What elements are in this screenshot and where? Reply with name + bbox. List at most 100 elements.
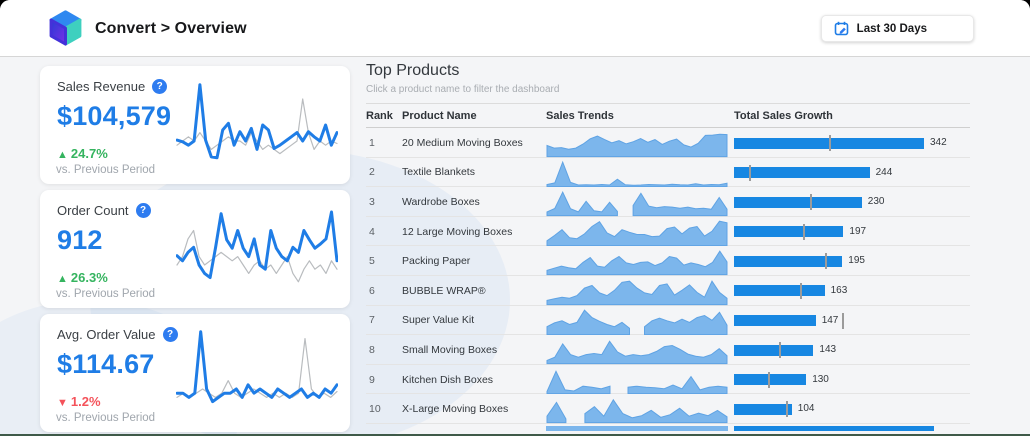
growth-value-label: 195	[848, 255, 865, 267]
partial-bar-sliver	[734, 425, 934, 431]
trend-arrow-icon: ▲	[57, 149, 68, 161]
reference-tick	[809, 194, 812, 211]
kpi-value: 912	[57, 225, 103, 255]
kpi-card-avg-order-value: Avg. Order Value ? $114.67 ▼ 1.2% vs. Pre…	[40, 314, 350, 432]
trend-arrow-icon: ▲	[57, 273, 68, 285]
panel-subtitle: Click a product name to filter the dashb…	[366, 84, 560, 95]
help-icon[interactable]: ?	[135, 203, 151, 218]
reference-tick	[785, 401, 788, 418]
kpi-sparkline-chart	[176, 330, 338, 404]
kpi-label: Sales Revenue ?	[57, 79, 168, 94]
growth-value-label: 130	[812, 373, 829, 385]
rank-cell: 8	[369, 343, 375, 356]
help-icon[interactable]: ?	[162, 327, 178, 342]
kpi-card-order-count: Order Count ? 912 ▲ 26.3% vs. Previous Pe…	[40, 190, 350, 308]
product-name-link[interactable]: Wardrobe Boxes	[402, 195, 480, 208]
growth-bar[interactable]	[734, 196, 862, 208]
column-header-rank: Rank	[366, 109, 393, 122]
rank-cell: 4	[369, 225, 375, 238]
growth-bar[interactable]	[734, 315, 816, 327]
growth-value-label: 230	[867, 196, 885, 208]
rank-cell: 2	[369, 166, 375, 179]
product-name-link[interactable]: 20 Medium Moving Boxes	[402, 136, 523, 149]
kpi-sparkline-chart	[176, 83, 338, 160]
growth-bar[interactable]	[734, 344, 814, 356]
kpi-value: $114.67	[57, 349, 155, 379]
kpi-card-sales-revenue: Sales Revenue ? $104,579 ▲ 24.7% vs. Prev…	[40, 66, 350, 184]
help-icon[interactable]: ?	[152, 79, 168, 94]
growth-value-label: 163	[830, 284, 848, 296]
growth-value-label: 244	[875, 166, 893, 178]
table-row: 10 X-Large Moving Boxes 104	[366, 394, 970, 424]
reference-tick	[749, 164, 751, 181]
trend-arrow-icon: ▼	[57, 397, 68, 409]
column-header-sales-trends: Sales Trends	[546, 109, 614, 122]
product-name-link[interactable]: Textile Blankets	[402, 166, 475, 179]
rank-cell: 9	[369, 373, 375, 386]
divider	[366, 103, 970, 104]
column-header-product-name: Product Name	[402, 109, 477, 122]
kpi-compare-label: vs. Previous Period	[56, 164, 156, 176]
sales-trend-chart	[546, 365, 734, 395]
kpi-label-text: Order Count	[57, 203, 129, 218]
date-range-label: Last 30 Days	[856, 22, 927, 35]
product-name-link[interactable]: BUBBLE WRAP®	[402, 284, 486, 297]
growth-value-label: 147	[821, 314, 839, 326]
panel-title: Top Products	[366, 62, 460, 79]
top-products-panel: Top Products Click a product name to fil…	[366, 62, 970, 431]
table-row: 8 Small Moving Boxes 143	[366, 335, 970, 365]
table-row: 5 Packing Paper 195	[366, 246, 970, 276]
growth-bar-cell: 130	[734, 365, 970, 395]
table-body: 1 20 Medium Moving Boxes 342 2 Textile Blank…	[366, 128, 970, 424]
growth-bar[interactable]	[734, 374, 807, 386]
growth-bar[interactable]	[734, 167, 870, 179]
partial-trend-sliver	[546, 425, 728, 431]
sales-trend-chart	[546, 394, 734, 424]
growth-bar[interactable]	[734, 285, 825, 297]
reference-tick	[829, 135, 831, 151]
sales-trend-chart	[546, 335, 734, 365]
reference-tick	[842, 312, 845, 329]
partial-row	[366, 424, 970, 431]
kpi-label: Order Count ?	[57, 203, 151, 218]
product-name-link[interactable]: Kitchen Dish Boxes	[402, 373, 494, 386]
growth-bar-cell: 147	[734, 306, 970, 336]
kpi-label-text: Sales Revenue	[57, 79, 146, 94]
growth-bar[interactable]	[734, 226, 844, 238]
product-name-link[interactable]: Packing Paper	[402, 255, 471, 268]
sales-trend-chart	[546, 128, 734, 158]
reference-tick	[799, 282, 802, 299]
kpi-delta: ▼ 1.2%	[57, 394, 101, 409]
growth-bar-cell: 195	[734, 246, 970, 276]
growth-value-label: 104	[797, 403, 815, 415]
table-row: 1 20 Medium Moving Boxes 342	[366, 128, 970, 158]
table-row: 6 BUBBLE WRAP® 163	[366, 276, 970, 306]
kpi-sparkline-chart	[176, 210, 338, 283]
growth-bar-cell: 342	[734, 128, 970, 158]
sales-trend-chart	[546, 306, 734, 336]
product-name-link[interactable]: 12 Large Moving Boxes	[402, 225, 513, 238]
kpi-compare-label: vs. Previous Period	[56, 412, 156, 424]
product-name-link[interactable]: Small Moving Boxes	[402, 343, 498, 356]
brand-logo-icon	[49, 10, 82, 46]
date-range-button[interactable]: Last 30 Days	[820, 15, 974, 42]
kpi-delta: ▲ 24.7%	[57, 146, 108, 161]
product-name-link[interactable]: X-Large Moving Boxes	[402, 403, 509, 416]
table-row: 3 Wardrobe Boxes 230	[366, 187, 970, 217]
growth-bar[interactable]	[734, 403, 792, 415]
table-header-row: Rank Product Name Sales Trends Total Sal…	[366, 104, 970, 128]
kpi-label-text: Avg. Order Value	[57, 327, 156, 342]
table-row: 4 12 Large Moving Boxes 197	[366, 217, 970, 247]
growth-bar-cell: 163	[734, 276, 970, 306]
kpi-delta: ▲ 26.3%	[57, 270, 108, 285]
growth-value-label: 197	[849, 225, 867, 237]
kpi-value: $104,579	[57, 101, 172, 131]
reference-tick	[779, 342, 781, 359]
table-row: 7 Super Value Kit 147	[366, 306, 970, 336]
sales-trend-chart	[546, 217, 734, 247]
growth-bar[interactable]	[734, 255, 843, 267]
sales-trend-chart	[546, 276, 734, 306]
product-name-link[interactable]: Super Value Kit	[402, 314, 475, 327]
growth-value-label: 143	[819, 344, 837, 356]
